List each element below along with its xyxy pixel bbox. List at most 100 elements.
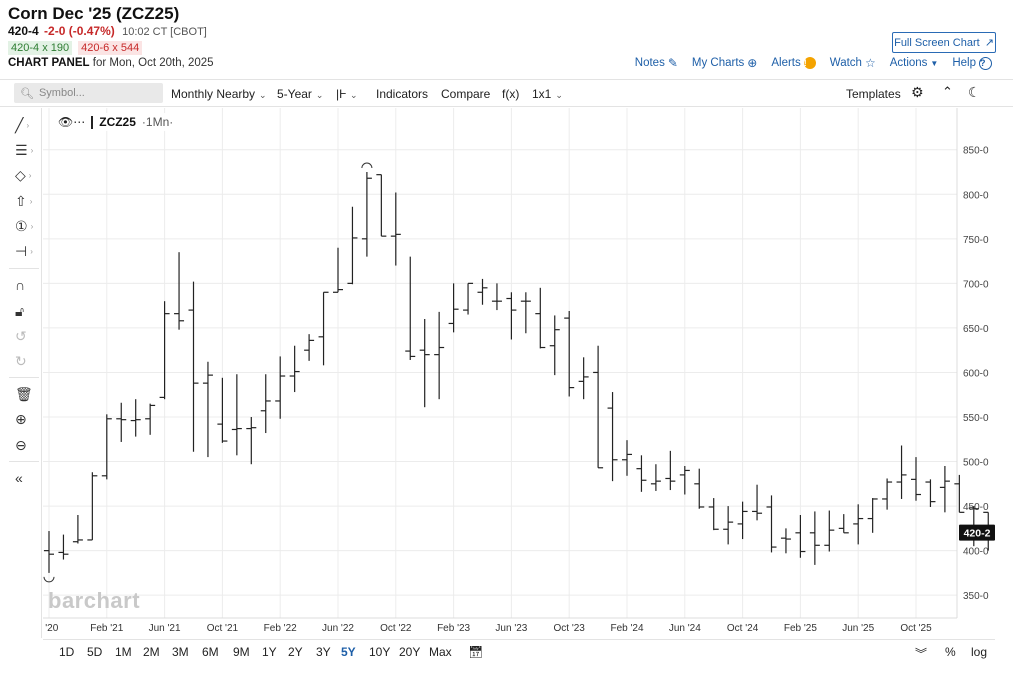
watch-label: Watch bbox=[829, 57, 862, 69]
ohlc-bar bbox=[838, 514, 849, 534]
ohlc-bar bbox=[87, 472, 98, 541]
gear-icon[interactable]: ⚙ bbox=[911, 84, 924, 100]
alerts-link[interactable]: Alerts! bbox=[771, 56, 816, 70]
range-20y[interactable]: 20Y bbox=[399, 645, 421, 659]
arrow-tool-icon[interactable]: ⇧ › bbox=[15, 192, 33, 209]
zoom-in-icon[interactable]: ⊕ bbox=[15, 410, 27, 427]
notes-link[interactable]: Notes ✎ bbox=[635, 56, 678, 70]
ohlc-bar bbox=[636, 455, 647, 492]
trash-icon[interactable]: 🗑︎ bbox=[15, 385, 33, 402]
y-tick-label: 700-0 bbox=[963, 279, 989, 290]
chevron-double-down-icon[interactable]: ︾ bbox=[915, 647, 928, 661]
alert-icon: ! bbox=[803, 57, 816, 69]
range-max[interactable]: Max bbox=[429, 645, 452, 659]
compare-button[interactable]: Compare bbox=[441, 87, 491, 101]
collapse-up-icon[interactable]: ⌃ bbox=[942, 84, 953, 99]
range-6m[interactable]: 6M bbox=[202, 645, 219, 659]
measure-tool-icon[interactable]: ⊣ › bbox=[15, 242, 33, 259]
aggregation-dropdown[interactable]: Monthly Nearby ⌄ bbox=[171, 87, 267, 101]
page-title: Corn Dec '25 (ZCZ25) bbox=[8, 4, 180, 23]
ohlc-bar bbox=[939, 466, 950, 513]
x-tick-label: Jun '25 bbox=[842, 623, 874, 634]
log-toggle[interactable]: log bbox=[971, 645, 988, 659]
x-tick-label: Feb '22 bbox=[264, 623, 297, 634]
range-10y[interactable]: 10Y bbox=[369, 645, 391, 659]
dark-mode-icon[interactable]: ☾ bbox=[968, 84, 981, 100]
last-price: 420-4 bbox=[8, 24, 39, 38]
ohlc-bar bbox=[622, 440, 632, 476]
x-tick-label: Oct '25 bbox=[900, 623, 932, 634]
x-tick-label: Oct '22 bbox=[380, 623, 412, 634]
range-5d[interactable]: 5D bbox=[87, 645, 103, 659]
magnet-icon[interactable]: ∩ bbox=[15, 277, 26, 293]
price-change: -2-0 (-0.47%) bbox=[44, 24, 115, 38]
ohlc-bar bbox=[607, 392, 618, 482]
period-dropdown[interactable]: 5-Year ⌄ bbox=[277, 87, 323, 101]
price-chart[interactable]: 850-0 800-0 750-0 700-0 650-0 600-0 550-0 500-0… bbox=[43, 108, 995, 638]
redo-icon[interactable]: ↻ bbox=[15, 352, 27, 369]
zoom-out-icon[interactable]: ⊖ bbox=[15, 436, 27, 453]
full-screen-button[interactable]: Full Screen Chart ↗ bbox=[892, 32, 996, 53]
ohlc-bar bbox=[275, 356, 286, 419]
chart-panel-label: CHART PANEL for Mon, Oct 20th, 2025 bbox=[8, 57, 214, 69]
annotation-tool-icon[interactable]: ① › bbox=[15, 217, 34, 234]
percent-toggle[interactable]: % bbox=[945, 645, 956, 659]
range-9m[interactable]: 9M bbox=[233, 645, 250, 659]
edit-icon: ✎ bbox=[667, 56, 678, 70]
y-tick-label: 450-0 bbox=[963, 502, 989, 513]
ohlc-bar bbox=[578, 357, 589, 400]
last-price-label: 420-2 bbox=[964, 528, 991, 540]
legend-symbol: ZCZ25 bbox=[99, 115, 136, 129]
x-tick-label: Oct '21 bbox=[207, 623, 239, 634]
indicators-button[interactable]: Indicators bbox=[376, 87, 429, 101]
x-tick-label: Jun '21 bbox=[149, 623, 181, 634]
range-2m[interactable]: 2M bbox=[143, 645, 160, 659]
range-3m[interactable]: 3M bbox=[172, 645, 189, 659]
templates-button[interactable]: Templates bbox=[846, 87, 901, 101]
ohlc-bar bbox=[419, 319, 430, 408]
lock-icon[interactable]: 🔓︎ bbox=[15, 302, 25, 319]
bar-type-dropdown[interactable]: |Ⱶ ⌄ bbox=[336, 87, 358, 101]
plus-circle-icon: ⊕ bbox=[747, 56, 758, 70]
y-tick-label: 650-0 bbox=[963, 324, 989, 335]
layout-dropdown[interactable]: 1x1 ⌄ bbox=[532, 87, 563, 101]
line-tool-icon[interactable]: ╱ › bbox=[15, 116, 30, 133]
ohlc-bar bbox=[665, 450, 676, 491]
range-2y[interactable]: 2Y bbox=[288, 645, 303, 659]
undo-icon[interactable]: ↺ bbox=[15, 327, 27, 344]
fx-button[interactable]: f(x) bbox=[502, 87, 520, 101]
x-tick-label: Feb '25 bbox=[784, 623, 817, 634]
x-tick-label: Feb '24 bbox=[610, 623, 643, 634]
ohlc-bar bbox=[361, 172, 372, 257]
actions-link[interactable]: Actions ▼ bbox=[890, 56, 939, 70]
range-1m[interactable]: 1M bbox=[115, 645, 132, 659]
ohlc-bar bbox=[463, 282, 474, 315]
my-charts-link[interactable]: My Charts ⊕ bbox=[692, 56, 757, 70]
ohlc-bar bbox=[231, 374, 242, 456]
eye-icon[interactable]: 👁︎⋯ bbox=[58, 115, 86, 129]
ohlc-bar bbox=[520, 292, 531, 334]
chart-legend: 👁︎⋯ ZCZ25 ·1Mn· bbox=[55, 113, 177, 131]
fib-tool-icon[interactable]: ☰ › bbox=[15, 141, 34, 158]
symbol-search-input[interactable]: 🔍︎ Symbol... bbox=[14, 83, 163, 103]
x-tick-label: Jun '22 bbox=[322, 623, 354, 634]
y-tick-label: 400-0 bbox=[963, 547, 989, 558]
ohlc-bar bbox=[780, 528, 791, 554]
quote-time: 10:02 CT [CBOT] bbox=[122, 26, 207, 38]
shape-tool-icon[interactable]: ◇ › bbox=[15, 166, 32, 183]
high-marker bbox=[361, 162, 373, 169]
range-1y[interactable]: 1Y bbox=[262, 645, 277, 659]
barchart-logo: barchart bbox=[48, 588, 141, 613]
help-link[interactable]: Help? bbox=[952, 56, 992, 70]
calendar-icon[interactable]: 📅︎ bbox=[468, 645, 484, 659]
ohlc-bar bbox=[911, 457, 921, 501]
watch-link[interactable]: Watch ☆ bbox=[830, 56, 876, 70]
collapse-left-icon[interactable]: « bbox=[15, 470, 23, 486]
ohlc-bar bbox=[72, 515, 83, 544]
ohlc-bar bbox=[116, 402, 127, 442]
range-5y[interactable]: 5Y bbox=[341, 645, 356, 659]
x-tick-label: t '20 bbox=[43, 623, 59, 634]
range-3y[interactable]: 3Y bbox=[316, 645, 331, 659]
range-1d[interactable]: 1D bbox=[59, 645, 75, 659]
symbol-placeholder: Symbol... bbox=[38, 87, 85, 99]
